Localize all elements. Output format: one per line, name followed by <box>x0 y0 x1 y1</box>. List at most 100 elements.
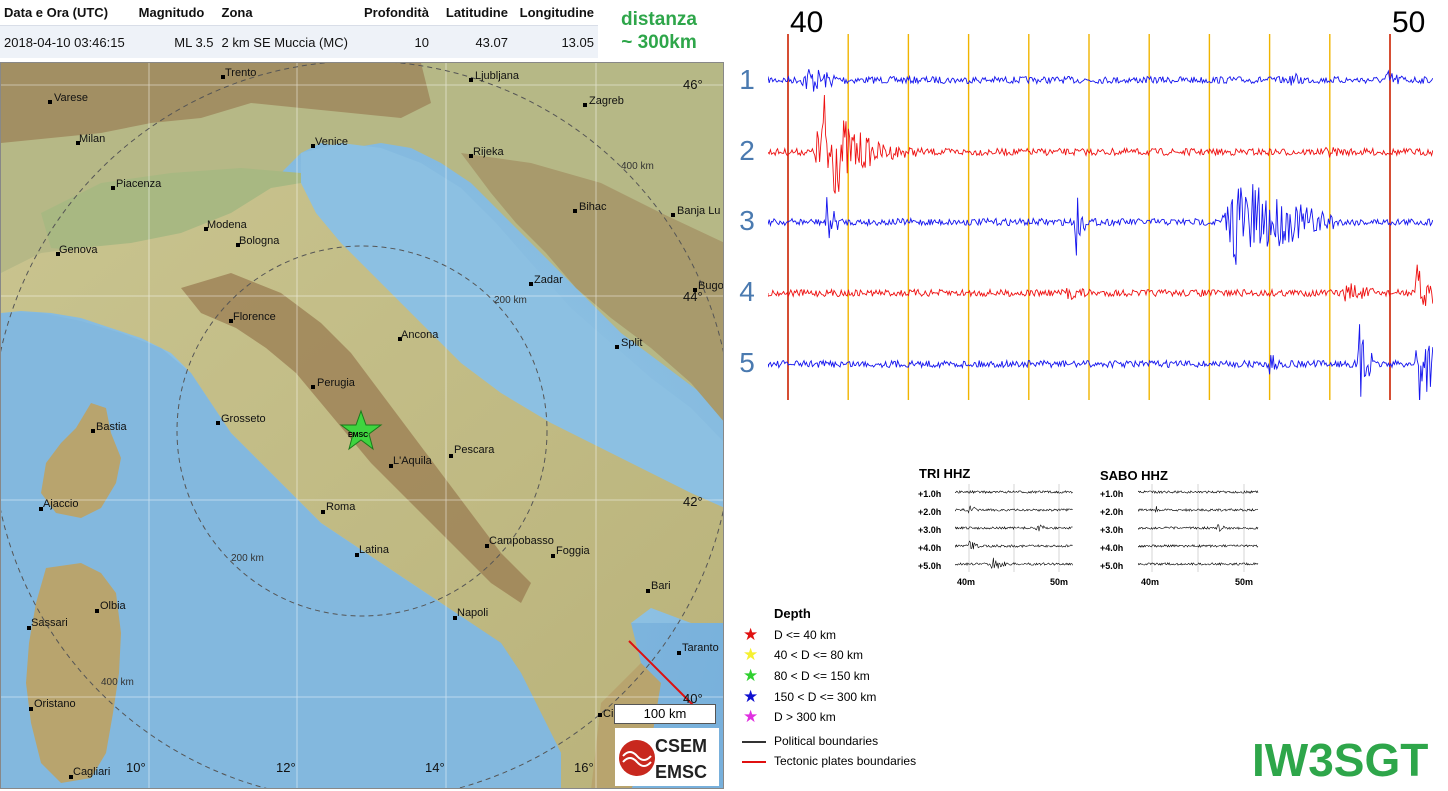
mini-row-label: +1.0h <box>1100 489 1124 499</box>
cell-datetime: 2018-04-10 03:46:15 <box>0 25 135 58</box>
city-label: Grosseto <box>221 413 266 425</box>
cell-longitude: 13.05 <box>511 25 598 58</box>
lat-label-44: 44° <box>683 289 703 304</box>
city-label: Roma <box>326 501 356 513</box>
mini-row-label: +2.0h <box>918 507 942 517</box>
event-table: Data e Ora (UTC) Magnitudo Zona Profondi… <box>0 0 598 58</box>
city-label: Perugia <box>317 377 356 389</box>
table-header-row: Data e Ora (UTC) Magnitudo Zona Profondi… <box>0 0 598 26</box>
distance-label: distanza <box>620 9 698 30</box>
city-label: Bastia <box>96 421 127 433</box>
mini-trace <box>955 524 1073 532</box>
cities: Trento Ljubljana Varese Zagreb Milan Ven… <box>27 67 724 779</box>
city-label: Taranto <box>682 642 719 654</box>
mini-title-tri: TRI HHZ <box>919 466 971 481</box>
lon-label-10: 10° <box>126 760 146 775</box>
city-label: L'Aquila <box>393 455 433 467</box>
tyrrhenian-sea <box>1 313 561 788</box>
header-longitude: Longitudine <box>519 5 594 21</box>
row-number-3: 3 <box>739 205 755 236</box>
seismic-trace-2 <box>768 94 1433 194</box>
seismic-trace-4 <box>768 264 1433 307</box>
header-depth: Profondità <box>363 5 429 21</box>
city-label: Latina <box>359 544 390 556</box>
mini-trace <box>955 540 1073 550</box>
city-label: Banja Lu <box>677 205 720 217</box>
city-label: Bugo <box>698 280 724 292</box>
mini-row-label: +4.0h <box>918 543 942 553</box>
row-number-5: 5 <box>739 347 755 378</box>
city-label: Ljubljana <box>475 70 520 82</box>
city-label: Bari <box>651 580 671 592</box>
legend-item-label: Political boundaries <box>774 734 879 748</box>
mini-row-label: +5.0h <box>918 561 942 571</box>
mini-axis-label: 40m <box>957 577 976 587</box>
city-label: Bihac <box>579 201 607 213</box>
city-label: Split <box>621 337 642 349</box>
ring-label-200-sw: 200 km <box>231 553 264 564</box>
mini-trace <box>955 557 1073 570</box>
seismic-trace-1 <box>768 69 1433 92</box>
city-label: Napoli <box>457 607 488 619</box>
seismic-trace-5 <box>768 324 1433 400</box>
city-label: Cagliari <box>73 766 110 778</box>
mini-row-label: +5.0h <box>1100 561 1124 571</box>
logo-bottom-text: EMSC <box>655 762 707 782</box>
star-green-icon: ★ <box>743 666 759 685</box>
lat-label-46: 46° <box>683 77 703 92</box>
header-latitude: Latitudine <box>445 5 508 21</box>
table-row[interactable]: 2018-04-10 03:46:15 ML 3.5 2 km SE Mucci… <box>0 25 598 58</box>
city-label: Ancona <box>401 329 439 341</box>
csem-emsc-logo: CSEM EMSC <box>615 728 719 786</box>
mini-title-sabo: SABO HHZ <box>1100 468 1168 483</box>
epicenter-star-icon[interactable] <box>339 409 383 451</box>
callsign: IW3SGT <box>1252 734 1429 786</box>
city-label: Ci <box>603 708 613 720</box>
mini-row-label: +1.0h <box>918 489 942 499</box>
city-label: Zagreb <box>589 95 624 107</box>
mini-axis-label: 40m <box>1141 577 1160 587</box>
cell-latitude: 43.07 <box>432 25 512 58</box>
legend-item-label: 40 < D <= 80 km <box>774 648 864 662</box>
city-label: Ajaccio <box>43 498 78 510</box>
tectonic-boundary-line <box>742 761 766 763</box>
seismogram-plot[interactable] <box>768 34 1433 400</box>
mini-row-label: +3.0h <box>1100 525 1124 535</box>
header-datetime: Data e Ora (UTC) <box>4 5 109 21</box>
header-magnitude: Magnitudo <box>138 5 205 21</box>
star-red-icon: ★ <box>743 625 759 644</box>
city-label: Oristano <box>34 698 76 710</box>
land-north <box>1 63 723 421</box>
mini-trace <box>955 489 1073 495</box>
star-blue-icon: ★ <box>743 687 759 706</box>
city-label: Venice <box>315 136 348 148</box>
land-sardinia <box>26 563 121 783</box>
alps <box>1 63 431 143</box>
mini-seismogram-tri <box>955 484 1073 572</box>
legend-item-label: 150 < D <= 300 km <box>774 690 877 704</box>
mini-trace <box>1138 562 1259 567</box>
lat-label-40: 40° <box>683 691 703 706</box>
cell-depth: 10 <box>358 25 433 58</box>
city-label: Varese <box>54 92 88 104</box>
epicenter-map[interactable]: 400 km 200 km 200 km 400 km Trento Ljubl… <box>0 62 724 789</box>
city-label: Florence <box>233 311 276 323</box>
graticule <box>1 63 723 788</box>
city-label: Modena <box>207 219 248 231</box>
city-label: Milan <box>79 133 105 145</box>
city-label: Trento <box>225 67 256 79</box>
mini-row-label: +4.0h <box>1100 543 1124 553</box>
mini-trace <box>1138 544 1259 548</box>
lon-label-14: 14° <box>425 760 445 775</box>
city-label: Pescara <box>454 444 495 456</box>
political-boundary-line <box>742 741 766 743</box>
legend-item-label: D <= 40 km <box>774 628 837 642</box>
header-zone: Zona <box>221 5 253 21</box>
legend-title: Depth <box>774 606 811 621</box>
distance-value: ~ 300km <box>621 32 697 53</box>
city-label: Bologna <box>239 235 280 247</box>
lon-label-12: 12° <box>276 760 296 775</box>
mini-axis-label: 50m <box>1235 577 1254 587</box>
city-label: Sassari <box>31 617 68 629</box>
distance-note: distanza ~ 300km <box>604 8 714 54</box>
